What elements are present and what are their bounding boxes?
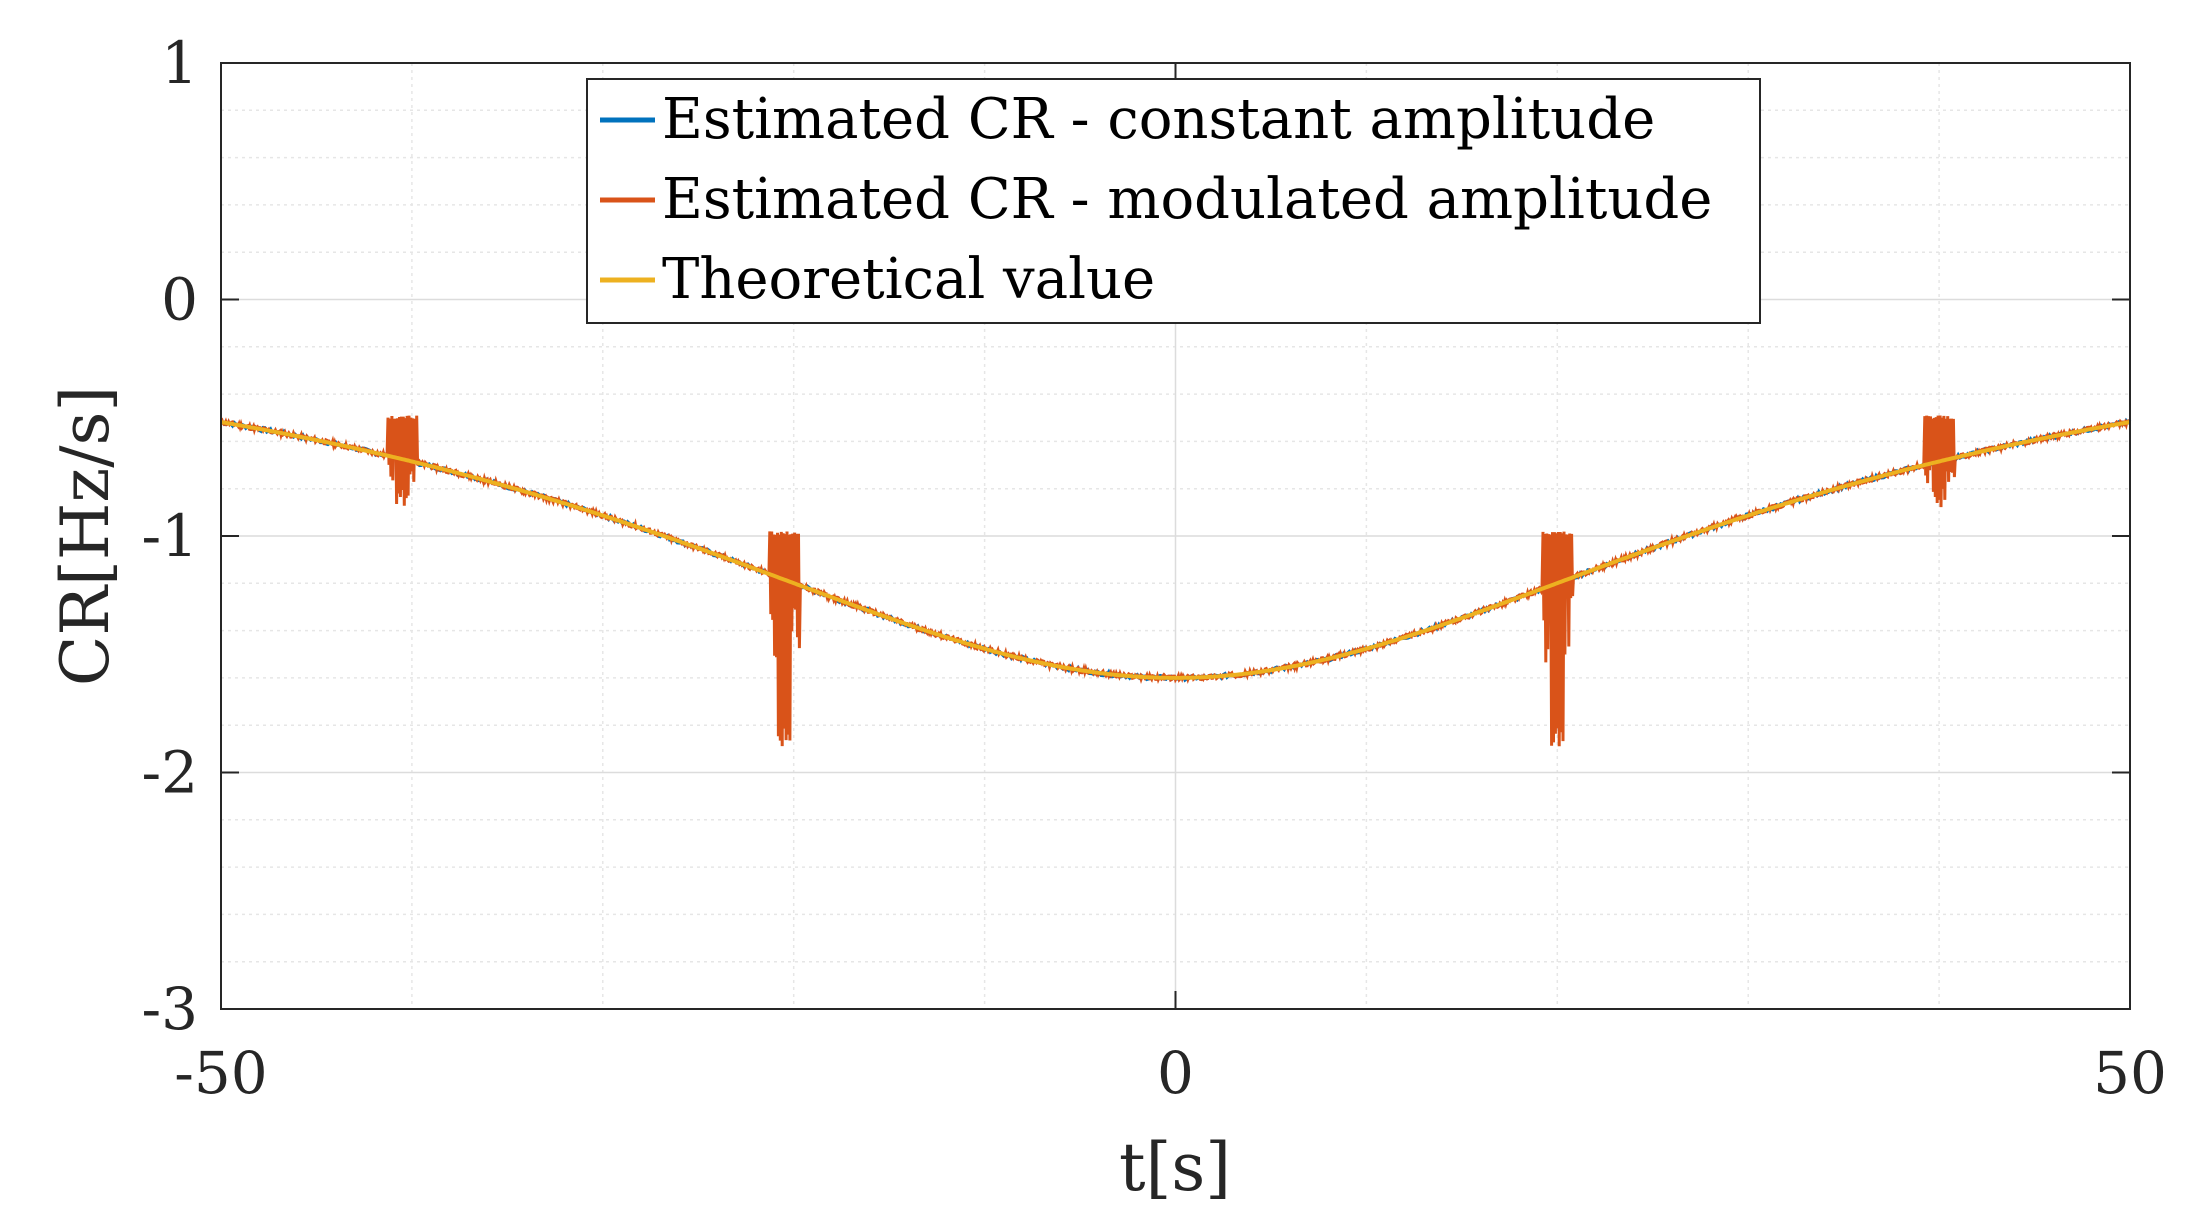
series-layer — [219, 415, 2132, 747]
y-tick-label: -2 — [142, 739, 199, 807]
legend-label-theoretical-value: Theoretical value — [662, 247, 1155, 312]
legend-label-constant-amplitude: Estimated CR - constant amplitude — [662, 87, 1655, 152]
legend-label-modulated-amplitude: Estimated CR - modulated amplitude — [662, 167, 1712, 232]
y-tick-labels: -3 -2 -1 0 1 — [142, 29, 199, 1043]
y-tick-label: -1 — [142, 502, 199, 570]
x-axis-label: t[s] — [1119, 1129, 1231, 1206]
y-axis-label: CR[Hz/s] — [47, 386, 124, 686]
y-tick-label: 1 — [161, 29, 198, 97]
y-tick-label: -3 — [142, 975, 199, 1043]
y-tick-label: 0 — [161, 266, 198, 334]
x-tick-label: -50 — [174, 1039, 267, 1107]
tick-marks — [220, 62, 2131, 1010]
legend-box — [586, 78, 1761, 324]
x-tick-label: 0 — [1157, 1039, 1194, 1107]
series-line-theoretical-value — [220, 420, 2131, 680]
legend: Estimated CR - constant amplitude Estima… — [586, 78, 1761, 324]
x-tick-labels: -50 0 50 — [174, 1039, 2167, 1107]
x-tick-label: 50 — [2093, 1039, 2167, 1107]
